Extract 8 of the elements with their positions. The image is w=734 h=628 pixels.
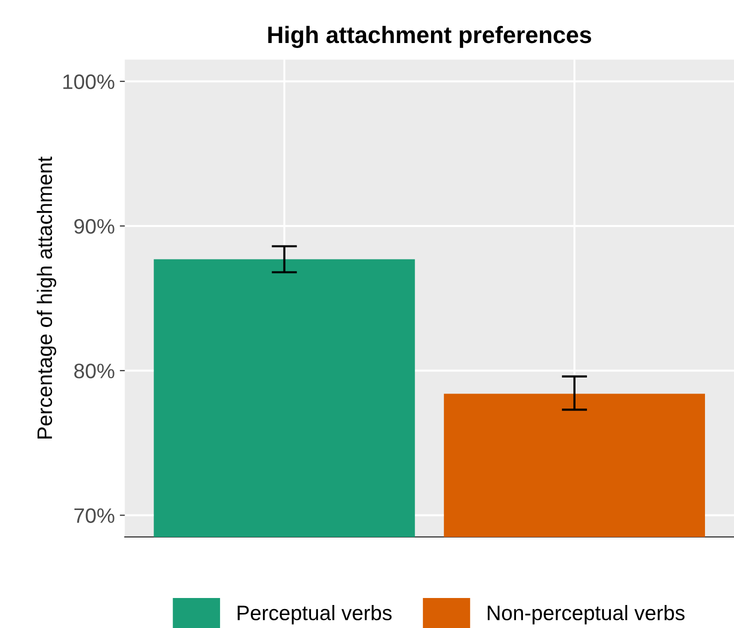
y-tick-label: 80% bbox=[74, 364, 114, 378]
y-tick-label: 70% bbox=[74, 508, 114, 523]
legend-label: Non-perceptual verbs bbox=[488, 605, 685, 624]
chart-title: High attachment preferences bbox=[268, 26, 592, 48]
legend-label: Perceptual verbs bbox=[238, 605, 392, 624]
y-tick-label: 100% bbox=[63, 74, 114, 90]
y-tick-label: 90% bbox=[74, 218, 114, 234]
y-axis-title: Percentage of high attachment bbox=[36, 156, 56, 438]
